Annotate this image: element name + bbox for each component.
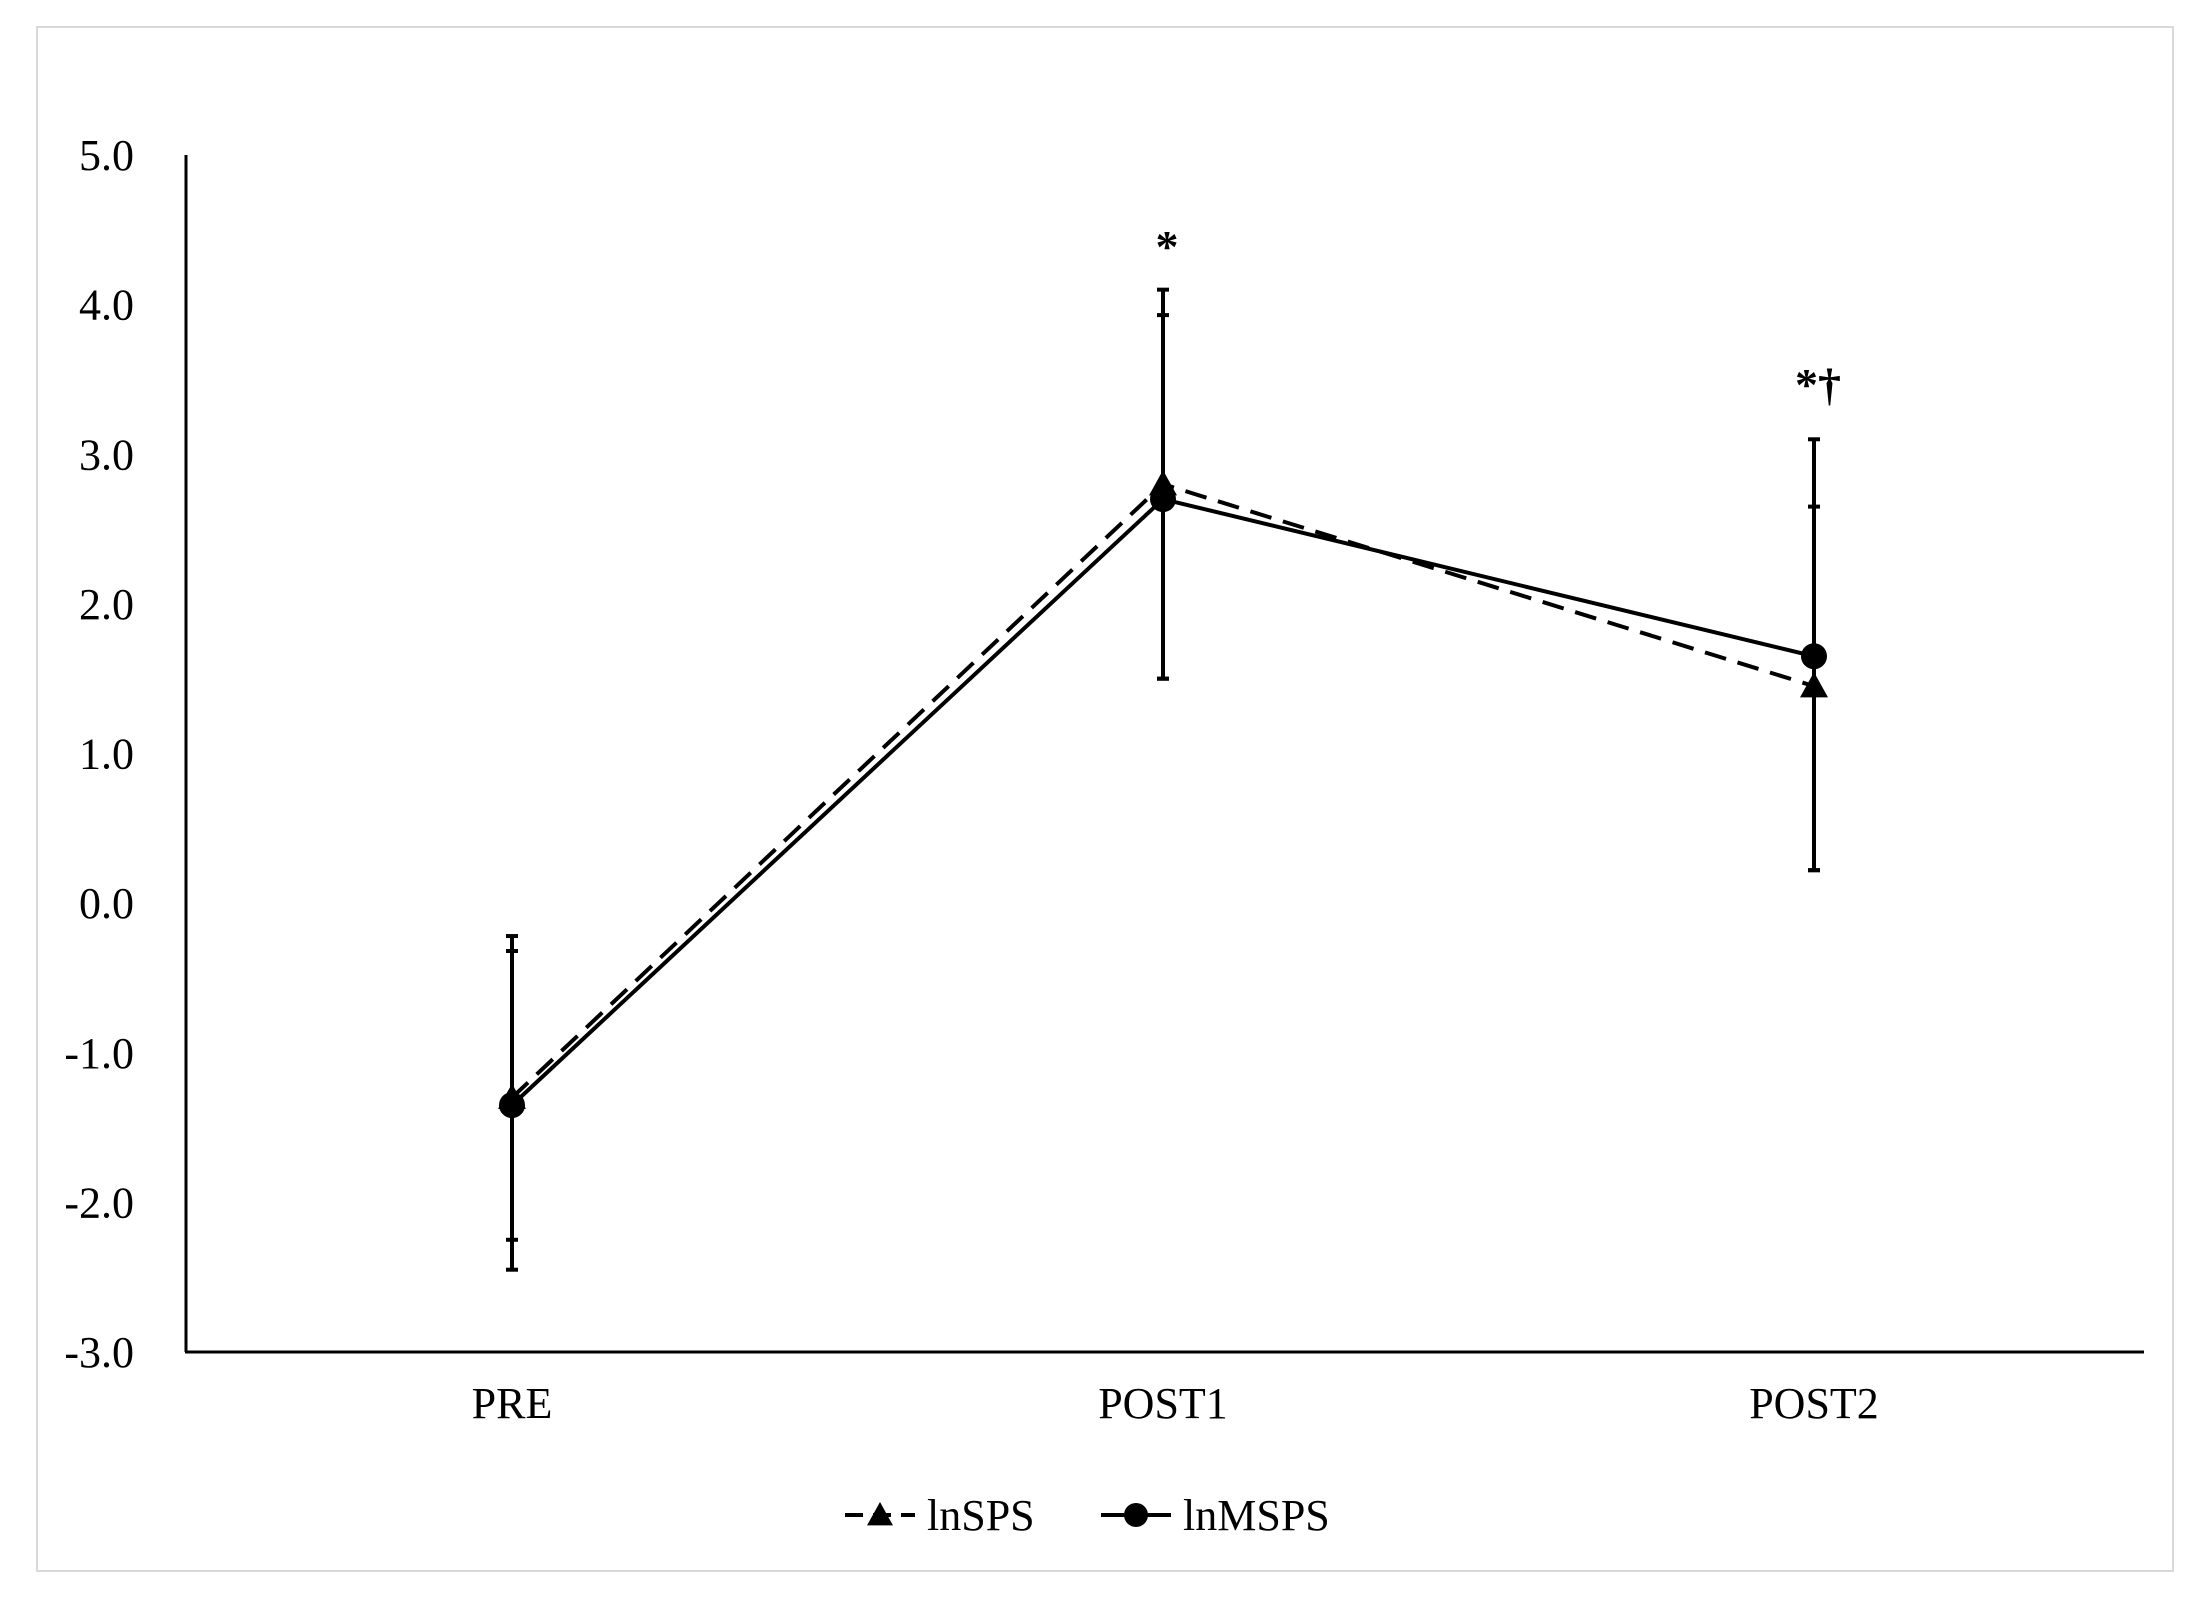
annotations: * *† xyxy=(1156,221,1842,410)
y-tick-label: -3.0 xyxy=(64,1328,134,1377)
y-axis-tick-labels: 5.0 4.0 3.0 2.0 1.0 0.0 -1.0 -2.0 -3.0 xyxy=(64,131,134,1377)
y-tick-label: 4.0 xyxy=(79,281,134,330)
legend-item-lnMSPS: lnMSPS xyxy=(1101,1491,1330,1540)
chart-frame xyxy=(36,26,2174,1572)
legend-label: lnSPS xyxy=(927,1491,1035,1540)
data-point-lnMSPS xyxy=(1801,643,1827,670)
data-point-lnMSPS xyxy=(1150,486,1176,513)
y-tick-label: 1.0 xyxy=(79,730,134,779)
y-tick-label: -2.0 xyxy=(64,1178,134,1227)
y-tick-label: 5.0 xyxy=(79,131,134,180)
y-tick-label: 0.0 xyxy=(79,879,134,928)
y-tick-label: 3.0 xyxy=(79,430,134,479)
data-point-lnMSPS xyxy=(499,1092,525,1119)
legend-swatch-marker xyxy=(1124,1503,1148,1527)
x-tick-label: PRE xyxy=(472,1379,553,1428)
y-tick-label: 2.0 xyxy=(79,580,134,629)
legend-swatch-marker xyxy=(867,1502,893,1526)
legend-item-lnSPS: lnSPS xyxy=(845,1491,1035,1540)
axes xyxy=(184,155,2144,1354)
x-tick-label: POST1 xyxy=(1098,1379,1228,1428)
data-point-lnSPS xyxy=(1800,672,1828,698)
legend-label: lnMSPS xyxy=(1183,1491,1330,1540)
legend: lnSPS lnMSPS xyxy=(845,1491,1330,1540)
x-axis-tick-labels: PRE POST1 POST2 xyxy=(472,1379,1879,1428)
significance-marker: * xyxy=(1156,221,1179,272)
y-tick-label: -1.0 xyxy=(64,1029,134,1078)
x-tick-label: POST2 xyxy=(1749,1379,1879,1428)
series-layer xyxy=(498,287,1828,1272)
significance-marker: *† xyxy=(1795,359,1841,410)
